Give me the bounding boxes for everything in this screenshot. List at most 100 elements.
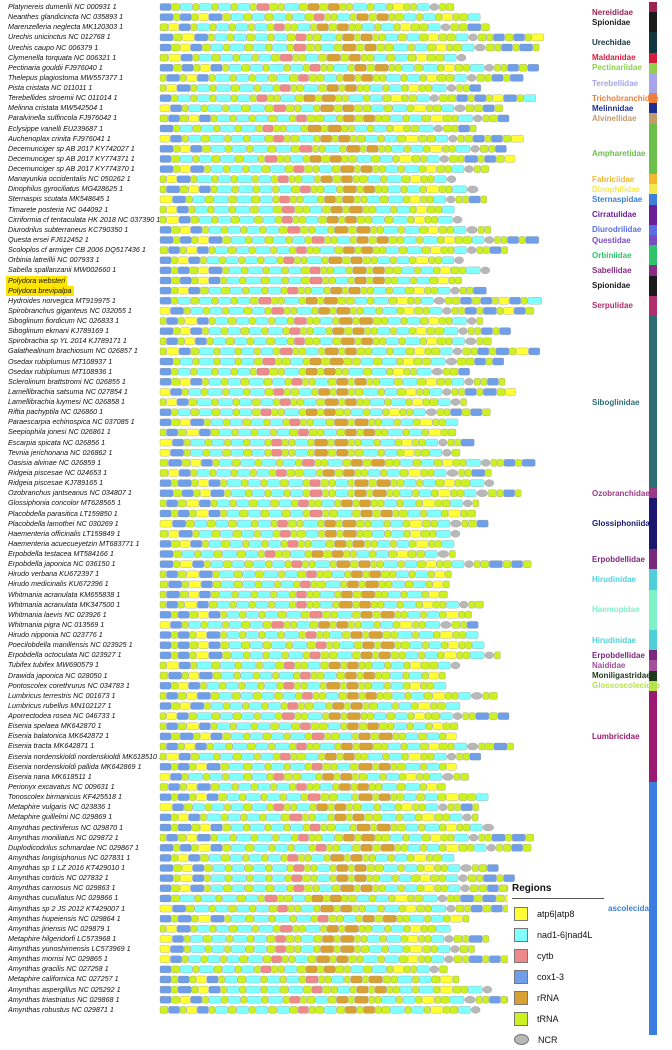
region-block-tRNA — [159, 398, 167, 406]
region-block-tRNA — [268, 915, 276, 923]
region-block-tRNA — [340, 145, 347, 153]
species-label: Paraescarpia echinospica NC 037085 1 — [8, 417, 135, 427]
region-block-tRNA — [436, 165, 445, 173]
region-block-nad — [405, 823, 419, 832]
region-block-tRNA — [319, 3, 328, 11]
region-block-nad — [275, 844, 288, 852]
species-label: Hirudo nipponia NC 023776 1 — [8, 630, 103, 640]
region-block-nad — [325, 145, 340, 153]
region-block-tRNA — [372, 651, 379, 659]
region-block-tRNA — [401, 844, 408, 852]
region-block-tRNA — [273, 398, 280, 406]
region-block-cox — [159, 560, 174, 568]
region-block-tRNA — [182, 671, 189, 680]
region-block-tRNA — [159, 580, 169, 589]
region-block-tRNA — [427, 925, 436, 933]
region-block-tRNA — [462, 955, 469, 963]
region-block-nad — [199, 54, 212, 62]
region-block-tRNA — [460, 509, 468, 518]
region-block-tRNA — [447, 894, 454, 903]
region-block-nad — [247, 813, 260, 822]
region-block-cox — [159, 276, 172, 285]
region-block-cox — [166, 570, 178, 578]
region-block-cytb — [271, 307, 284, 315]
region-block-tRNA — [301, 793, 308, 801]
region-block-tRNA — [231, 175, 238, 183]
region-block-tRNA — [374, 621, 381, 629]
region-block-tRNA — [306, 742, 314, 751]
region-block-nad — [339, 732, 352, 741]
region-block-tRNA — [354, 337, 362, 345]
region-block-tRNA — [243, 773, 252, 781]
region-block-tRNA — [352, 732, 359, 741]
region-block-cytb — [298, 74, 309, 82]
region-block-tRNA — [439, 185, 446, 193]
region-block-tRNA — [304, 286, 312, 295]
region-block-tRNA — [352, 611, 361, 619]
region-block-tRNA — [366, 874, 373, 882]
region-block-tRNA — [460, 773, 469, 781]
region-block-nad — [361, 803, 374, 811]
region-block-nad — [320, 337, 333, 345]
region-block-cox — [525, 236, 539, 244]
region-block-cox — [172, 904, 186, 913]
region-block-rRNA — [360, 651, 373, 659]
region-block-tRNA — [437, 793, 446, 801]
region-block-tRNA — [173, 874, 180, 882]
region-block-nad — [470, 651, 485, 659]
region-block-tRNA — [431, 286, 438, 295]
region-block-cox — [493, 33, 505, 42]
region-block-nad — [230, 854, 243, 862]
region-block-tRNA — [503, 74, 510, 82]
region-block-tRNA — [202, 226, 209, 234]
region-block-tRNA — [362, 256, 371, 264]
region-block-rRNA — [358, 793, 373, 801]
region-block-nad — [319, 884, 332, 892]
region-block-NCR — [467, 742, 479, 751]
region-block-cytb — [293, 884, 304, 892]
region-block-tRNA — [350, 307, 357, 315]
region-block-atp — [430, 114, 443, 123]
region-block-tRNA — [212, 580, 222, 589]
region-block-tRNA — [278, 611, 287, 619]
region-block-rRNA — [336, 378, 348, 386]
region-block-tRNA — [419, 621, 426, 629]
region-block-tRNA — [223, 165, 230, 173]
region-block-tRNA — [230, 834, 237, 842]
region-block-tRNA — [496, 844, 503, 852]
region-block-atp — [444, 64, 455, 72]
region-block-tRNA — [171, 651, 178, 659]
region-block-nad — [229, 104, 242, 112]
region-block-nad — [427, 155, 440, 163]
region-block-NCR — [446, 195, 456, 204]
region-block-nad — [221, 580, 234, 589]
region-block-tRNA — [350, 823, 357, 832]
region-block-cytb — [296, 590, 307, 599]
region-block-nad — [228, 226, 241, 234]
region-block-nad — [284, 297, 299, 305]
region-block-tRNA — [443, 114, 452, 123]
region-block-rRNA — [342, 33, 354, 42]
region-block-tRNA — [403, 945, 410, 953]
region-block-rRNA — [360, 611, 373, 619]
region-block-tRNA — [431, 519, 438, 528]
region-block-nad — [257, 834, 273, 842]
region-block-nad — [226, 682, 239, 690]
region-block-NCR — [481, 459, 491, 467]
region-block-rRNA — [320, 135, 332, 143]
region-block-cox — [210, 915, 225, 923]
region-block-tRNA — [338, 925, 345, 933]
region-block-NCR — [452, 347, 463, 356]
region-block-tRNA — [262, 732, 272, 741]
region-block-tRNA — [194, 550, 201, 558]
region-block-atp — [531, 33, 544, 42]
region-block-nad — [328, 722, 341, 730]
region-block-tRNA — [446, 43, 453, 52]
region-block-nad — [374, 3, 387, 11]
region-block-atp — [196, 793, 207, 801]
region-block-tRNA — [322, 763, 331, 771]
region-block-rRNA — [349, 205, 363, 214]
region-block-rRNA — [369, 570, 381, 578]
region-block-nad — [230, 286, 243, 295]
region-block-atp — [422, 996, 435, 1004]
